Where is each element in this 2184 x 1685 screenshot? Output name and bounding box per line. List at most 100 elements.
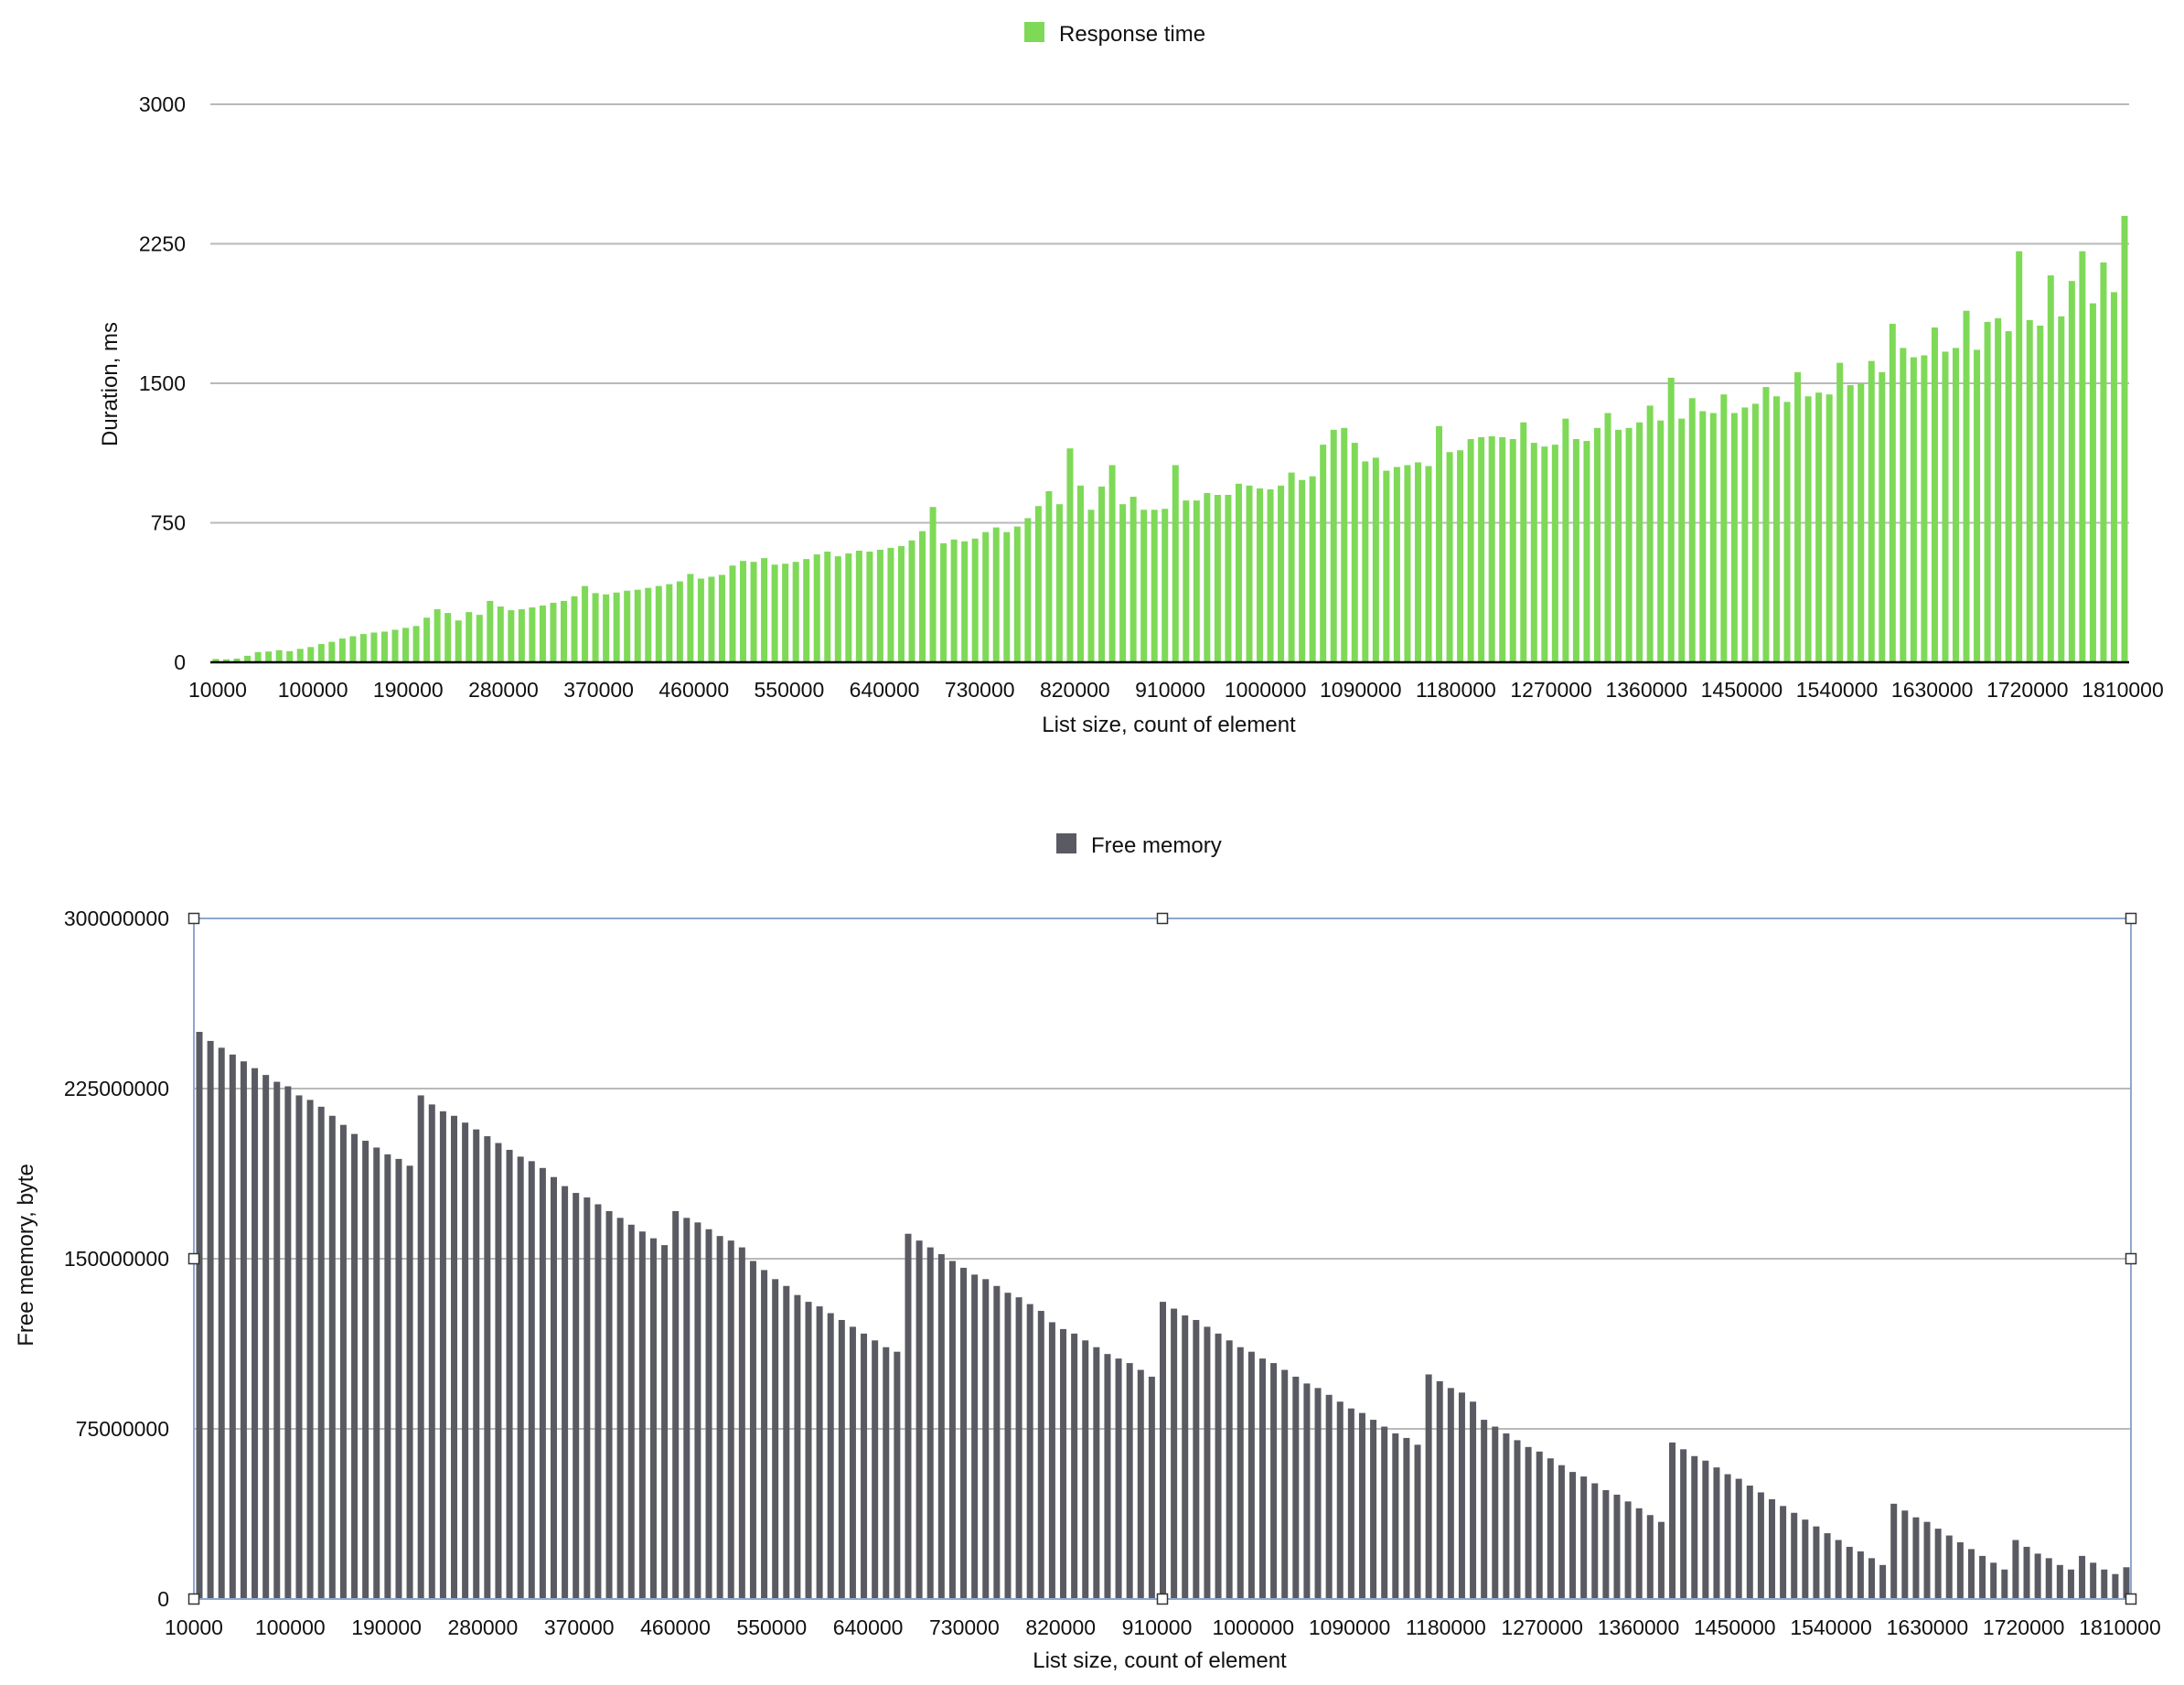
bar[interactable] (771, 564, 778, 662)
bar[interactable] (1699, 411, 1707, 663)
bar[interactable] (1646, 1515, 1654, 1599)
bar[interactable] (1392, 1433, 1399, 1599)
bar[interactable] (672, 1210, 680, 1599)
bar[interactable] (1879, 371, 1886, 662)
bar[interactable] (517, 1156, 524, 1599)
bar[interactable] (794, 1294, 801, 1599)
bar[interactable] (2079, 1555, 2086, 1599)
bar[interactable] (1868, 360, 1875, 662)
bar[interactable] (1126, 1363, 1133, 1599)
bar[interactable] (950, 539, 958, 662)
bar[interactable] (971, 1274, 979, 1599)
bar[interactable] (1292, 1376, 1300, 1599)
bar[interactable] (1015, 1297, 1022, 1599)
bar[interactable] (1847, 385, 1854, 662)
resize-handle[interactable] (2125, 912, 2137, 925)
bar[interactable] (275, 649, 283, 662)
bar[interactable] (473, 1129, 480, 1599)
bar[interactable] (370, 632, 378, 662)
bar[interactable] (894, 1351, 901, 1599)
bar[interactable] (708, 576, 715, 662)
bar[interactable] (782, 563, 789, 662)
bar[interactable] (307, 647, 315, 662)
bar[interactable] (1288, 472, 1295, 662)
bar[interactable] (1204, 1326, 1211, 1599)
bar[interactable] (761, 558, 768, 662)
bar[interactable] (2005, 331, 2012, 662)
bar[interactable] (1093, 1347, 1100, 1599)
bar[interactable] (1889, 323, 1896, 662)
bar[interactable] (1530, 443, 1537, 662)
bar[interactable] (273, 1081, 281, 1599)
bar[interactable] (317, 644, 325, 662)
bar[interactable] (1931, 327, 1938, 662)
bar[interactable] (1137, 1369, 1144, 1599)
bar[interactable] (1467, 439, 1474, 662)
bar[interactable] (982, 531, 990, 662)
bar[interactable] (1813, 1526, 1820, 1599)
bar[interactable] (1967, 1549, 1975, 1599)
bar[interactable] (1741, 407, 1749, 662)
bar[interactable] (265, 651, 273, 662)
bar[interactable] (1735, 1478, 1742, 1599)
bar[interactable] (428, 1104, 435, 1599)
bar[interactable] (207, 1040, 214, 1599)
bar[interactable] (1215, 1333, 1222, 1599)
bar[interactable] (676, 581, 683, 662)
bar[interactable] (866, 552, 873, 662)
bar[interactable] (1381, 1426, 1388, 1599)
bar[interactable] (240, 1061, 247, 1599)
bar[interactable] (1680, 1449, 1687, 1599)
bar[interactable] (1730, 413, 1738, 662)
bar[interactable] (718, 574, 725, 662)
bar[interactable] (1791, 1512, 1798, 1599)
bar[interactable] (373, 1147, 380, 1599)
bar[interactable] (1536, 1451, 1543, 1599)
bar[interactable] (1129, 497, 1137, 662)
bar[interactable] (838, 1319, 845, 1599)
bar[interactable] (1055, 504, 1063, 662)
bar[interactable] (1667, 377, 1675, 662)
bar[interactable] (1082, 1340, 1089, 1599)
bar[interactable] (412, 626, 420, 662)
bar[interactable] (2037, 325, 2044, 662)
bar[interactable] (2079, 251, 2086, 662)
bar[interactable] (1746, 1486, 1753, 1599)
bar[interactable] (2123, 1567, 2130, 1599)
bar[interactable] (1370, 1420, 1377, 1599)
bar[interactable] (1087, 510, 1095, 662)
bar[interactable] (634, 589, 641, 662)
bar[interactable] (444, 613, 452, 662)
bar[interactable] (1045, 490, 1053, 662)
bar[interactable] (1825, 394, 1833, 662)
bar[interactable] (212, 659, 219, 662)
bar[interactable] (594, 1204, 602, 1599)
bar[interactable] (296, 649, 304, 662)
bar[interactable] (391, 629, 399, 662)
bar[interactable] (1702, 1460, 1709, 1599)
bar[interactable] (1624, 1501, 1632, 1599)
bar[interactable] (849, 1326, 856, 1599)
bar[interactable] (1804, 396, 1812, 662)
bar[interactable] (1336, 1401, 1344, 1599)
bar[interactable] (1824, 1533, 1831, 1599)
bar[interactable] (919, 531, 926, 662)
bar[interactable] (562, 1186, 569, 1599)
bar[interactable] (1247, 1351, 1255, 1599)
bar[interactable] (861, 1333, 868, 1599)
bar[interactable] (929, 507, 937, 662)
bar[interactable] (284, 1086, 292, 1599)
bar[interactable] (233, 658, 241, 662)
bar[interactable] (876, 549, 883, 662)
bar[interactable] (2089, 303, 2096, 662)
bar[interactable] (262, 1075, 270, 1599)
bar[interactable] (1351, 443, 1358, 662)
bar[interactable] (338, 638, 346, 662)
bar[interactable] (1802, 1519, 1809, 1599)
bar[interactable] (1425, 1374, 1432, 1599)
bar[interactable] (1846, 1546, 1853, 1599)
bar[interactable] (1478, 436, 1485, 662)
bar[interactable] (1783, 402, 1791, 662)
bar[interactable] (1669, 1442, 1676, 1599)
bar[interactable] (317, 1106, 325, 1599)
